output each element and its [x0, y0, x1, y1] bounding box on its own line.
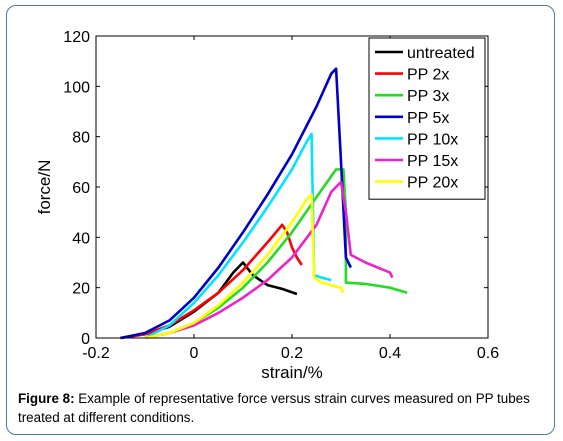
y-tick-label: 20: [72, 281, 90, 298]
series-line-pp-10x: [144, 132, 332, 340]
y-axis-label: force/N: [35, 160, 54, 215]
legend-label: PP 15x: [407, 153, 458, 170]
series-line-pp-5x: [120, 67, 352, 340]
x-tick-label: 0: [190, 345, 199, 362]
y-tick-label: 0: [81, 331, 90, 348]
y-tick-label: 60: [72, 180, 90, 197]
series-line-pp-2x: [120, 223, 303, 340]
caption-text: Example of representative force versus s…: [18, 391, 530, 425]
legend-label: PP 20x: [407, 175, 458, 192]
series-line-pp-15x: [144, 180, 394, 340]
plot-lines: [120, 67, 408, 340]
x-tick-label: -0.2: [82, 345, 110, 362]
legend-label: PP 3x: [407, 88, 449, 105]
figure-caption: Figure 8: Example of representative forc…: [18, 389, 548, 427]
x-tick-label: 0.4: [379, 345, 401, 362]
legend-label: PP 10x: [407, 131, 458, 148]
y-tick-label: 120: [63, 29, 90, 46]
x-tick-label: 0.6: [477, 345, 499, 362]
legend: untreated PP 2x PP 3x PP 5x PP 10x PP 15x PP 2…: [368, 37, 486, 200]
legend-label: untreated: [407, 45, 475, 62]
y-tick-label: 80: [72, 130, 90, 147]
x-axis-label: strain/%: [261, 363, 322, 382]
legend-box: [368, 37, 486, 200]
y-tick-label: 100: [63, 79, 90, 96]
series-line-pp-20x: [144, 193, 345, 340]
x-tick-label: 0.2: [281, 345, 303, 362]
y-tick-label: 40: [72, 230, 90, 247]
legend-label: PP 5x: [407, 110, 449, 127]
caption-label: Figure 8:: [18, 391, 75, 406]
legend-label: PP 2x: [407, 67, 449, 84]
